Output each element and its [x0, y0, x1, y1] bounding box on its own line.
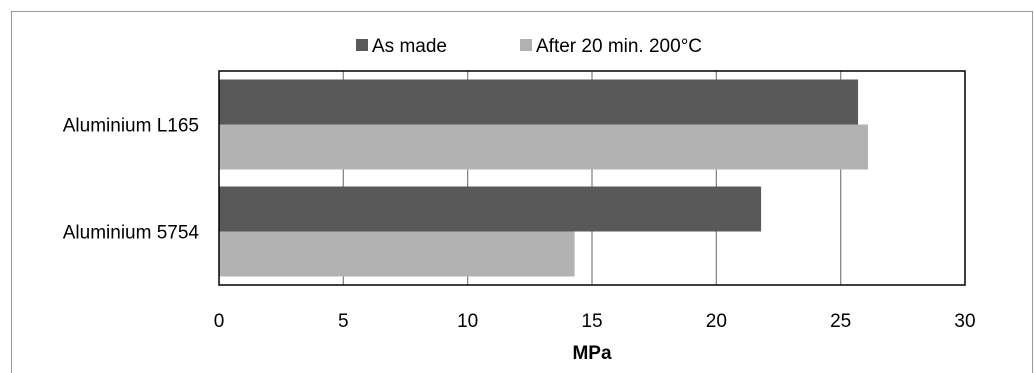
category-label: Aluminium L165 — [63, 116, 199, 137]
x-tick-label: 10 — [457, 311, 478, 332]
x-tick-label: 15 — [581, 311, 602, 332]
legend: As made After 20 min. 200°C — [356, 36, 702, 57]
x-tick-label: 0 — [214, 311, 225, 332]
legend-label: After 20 min. 200°C — [536, 36, 702, 57]
x-tick-label: 20 — [706, 311, 727, 332]
x-tick-label: 30 — [954, 311, 975, 332]
bar-after-20-min-200-c-1 — [219, 231, 575, 277]
x-tick-label: 25 — [830, 311, 851, 332]
plot-area-border — [218, 70, 966, 286]
x-tick-label: 5 — [338, 311, 349, 332]
category-labels: Aluminium L165 Aluminium 5754 — [63, 116, 200, 244]
x-tick-labels: 0 5 10 15 20 25 30 — [214, 311, 976, 332]
bar-as-made-1 — [219, 186, 762, 232]
bar-after-20-min-200-c-0 — [219, 124, 869, 170]
legend-swatch — [520, 39, 532, 51]
legend-label: As made — [372, 36, 447, 57]
chart-frame — [11, 11, 1033, 373]
legend-swatch — [356, 39, 368, 51]
bars — [219, 79, 869, 277]
bar-as-made-0 — [219, 79, 859, 125]
x-axis-title: MPa — [572, 343, 612, 364]
category-label: Aluminium 5754 — [63, 223, 200, 244]
